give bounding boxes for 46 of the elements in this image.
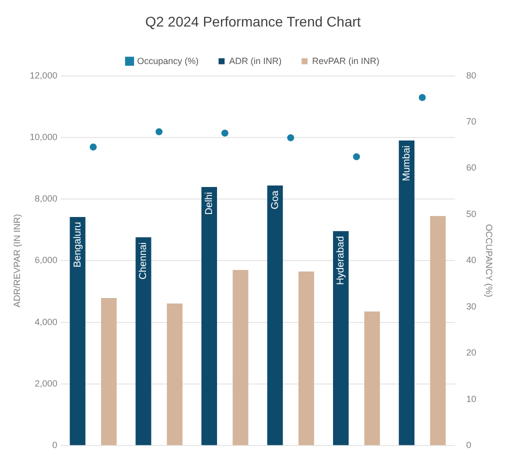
y2-tick-label: 60 xyxy=(466,162,476,173)
bar xyxy=(166,304,182,446)
bar xyxy=(70,216,86,446)
x-tick-label: Delhi xyxy=(204,192,215,215)
y2-tick-label: 50 xyxy=(466,208,476,219)
point xyxy=(90,143,97,150)
y-tick-label: 10,000 xyxy=(30,132,58,142)
legend-label: Occupancy (%) xyxy=(137,56,199,66)
bar xyxy=(364,312,380,446)
y-axis-title: ADR/REVPAR (IN INR) xyxy=(12,214,22,308)
y2-axis-title: OCCUPANCY (%) xyxy=(484,224,494,298)
y-tick-label: 2,000 xyxy=(34,378,58,388)
x-tick-label: Bengaluru xyxy=(72,222,84,268)
x-tick-label: Chennai xyxy=(138,242,150,280)
y-tick-label: 0 xyxy=(52,440,58,450)
bar xyxy=(333,231,349,446)
point xyxy=(418,94,426,102)
y2-tick-label: 80 xyxy=(466,70,476,80)
bar xyxy=(101,298,117,446)
point xyxy=(287,134,294,142)
x-tick-label: Goa xyxy=(270,190,281,210)
bar xyxy=(398,140,414,446)
chart-title: Q2 2024 Performance Trend Chart xyxy=(145,13,361,30)
point xyxy=(352,153,360,160)
legend-label: ADR (in INR) xyxy=(229,56,282,66)
bar xyxy=(430,216,446,446)
legend-label: RevPAR (in INR) xyxy=(312,56,380,66)
y-tick-label: 4,000 xyxy=(34,316,58,327)
bar xyxy=(298,271,314,446)
y-tick-label: 8,000 xyxy=(34,194,58,204)
point xyxy=(221,130,228,137)
bar xyxy=(136,237,152,446)
x-tick-label: Mumbai xyxy=(401,146,412,182)
y2-tick-label: 40 xyxy=(466,255,476,266)
y2-tick-label: 70 xyxy=(466,116,476,127)
bar xyxy=(232,270,248,446)
y2-tick-label: 20 xyxy=(466,348,476,358)
bar xyxy=(267,186,283,446)
y2-tick-label: 0 xyxy=(466,440,472,450)
y2-tick-label: 30 xyxy=(466,301,476,312)
x-tick-label: Hyderabad xyxy=(336,236,347,286)
bar xyxy=(201,187,218,446)
point xyxy=(156,128,163,136)
y-tick-label: 6,000 xyxy=(34,255,58,266)
y2-tick-label: 10 xyxy=(466,394,476,404)
y-tick-label: 12,000 xyxy=(30,70,58,80)
